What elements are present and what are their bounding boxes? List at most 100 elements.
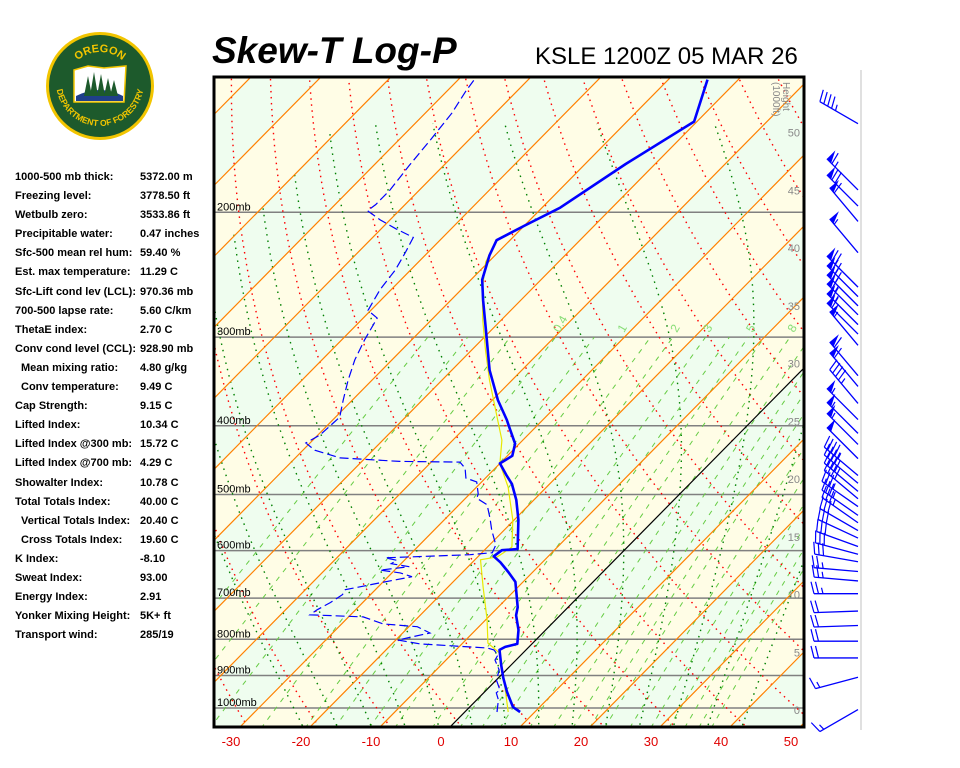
wind-barb-feather [830, 464, 838, 477]
mixing-ratio-line [650, 477, 804, 727]
wind-barb-feather [831, 168, 839, 181]
wind-barb [829, 211, 859, 254]
stat-label: ThetaE index: [15, 323, 88, 336]
pressure-label: 700mb [217, 587, 251, 599]
stat-value: 0.47 inches [140, 228, 200, 241]
stat-label: Lifted Index: [15, 419, 81, 432]
dry-adiabat [792, 28, 960, 737]
wind-barb-feather [835, 366, 844, 377]
isotherm-band [214, 83, 804, 727]
wind-barb-feather [822, 543, 825, 556]
wind-barb-feather [810, 629, 815, 642]
wind-barb-feather [821, 509, 826, 522]
wind-barb-feather [810, 614, 815, 628]
wind-barb-feather [817, 507, 822, 520]
wind-barb [819, 496, 859, 532]
wind-barb-feather [814, 629, 820, 642]
dry-adiabat [214, 523, 320, 727]
wind-barb-feather [831, 277, 839, 289]
dry-adiabat [214, 340, 392, 727]
wind-barb [826, 379, 859, 421]
moist-adiabats [214, 123, 804, 727]
mixing-ratio-line [629, 447, 804, 727]
stat-value: 9.15 C [140, 400, 173, 413]
mixing-ratio-line [499, 336, 765, 727]
isotherm-band [799, 722, 804, 727]
wind-barb-flag [829, 344, 839, 358]
wind-barb-staff [821, 496, 859, 524]
temperature-tick-label: 10 [504, 734, 518, 749]
wind-barb-half-feather [816, 681, 821, 688]
svg-text:OREGON: OREGON [72, 43, 127, 63]
moist-adiabat [504, 123, 625, 727]
isotherm [214, 78, 391, 258]
isotherm [214, 78, 741, 613]
wind-barb [811, 564, 859, 582]
wind-barb-staff [814, 567, 859, 573]
wind-barb-half-feather [819, 724, 825, 730]
wind-barb-flag [826, 266, 836, 279]
wind-barb-feather [834, 467, 841, 480]
pressure-label: 200mb [217, 201, 251, 213]
wind-barb-flag [826, 393, 836, 407]
wind-barb-feather [825, 488, 831, 501]
wind-barb-half-feather [832, 499, 836, 506]
stat-value: -8.10 [140, 552, 166, 565]
height-tick-label: 35 [788, 301, 800, 313]
wind-barb [808, 676, 859, 690]
wind-barb-flag [826, 294, 836, 308]
stat-label: Vertical Totals Index: [21, 514, 131, 527]
wind-barb-feather [828, 474, 835, 487]
wind-barb-staff [826, 427, 859, 460]
wind-barb-staff [829, 352, 859, 387]
oregon-department-of-forestry-logo: OREGON DEPARTMENT OF FORESTRY [46, 32, 154, 140]
pressure-label: 500mb [217, 484, 251, 496]
wind-barb-staff [814, 576, 859, 582]
isotherm [239, 154, 804, 727]
isotherm [214, 83, 804, 684]
height-tick-label: 15 [788, 532, 800, 544]
stat-value: 3778.50 ft [140, 190, 191, 203]
wind-barb-flag [826, 379, 836, 393]
moist-adiabat [374, 123, 540, 727]
wind-barb-half-feather [833, 311, 839, 318]
wind-barb-feather [830, 441, 838, 454]
wind-barb-feather [821, 485, 827, 498]
wind-barb-feather [821, 478, 827, 491]
wind-barb [810, 614, 859, 628]
stat-value: 4.80 g/kg [140, 361, 188, 374]
wind-barb-feather [824, 522, 827, 535]
wind-barb-feather [813, 541, 816, 555]
stat-value: 11.29 C [140, 266, 178, 279]
wind-barb-flag [826, 404, 836, 418]
stat-label: Conv temperature: [21, 381, 119, 394]
wind-barb-feather [810, 600, 815, 613]
height-tick-label: 30 [788, 359, 800, 371]
moist-adiabat [596, 123, 683, 727]
dry-adiabat [386, 78, 748, 727]
moist-adiabat [706, 420, 804, 727]
dry-adiabat [61, 28, 182, 737]
stat-value: 5372.00 m [140, 171, 193, 183]
wind-barb-staff [826, 401, 859, 434]
wind-barb [821, 485, 859, 524]
wind-barb-staff [826, 174, 859, 207]
stat-value: 5K+ ft [140, 610, 171, 623]
isotherm [214, 78, 321, 187]
temperature-line [480, 79, 709, 714]
height-tick-label: 10 [788, 590, 800, 602]
dry-adiabat [269, 78, 534, 727]
height-tick-label: 5 [794, 647, 800, 659]
wind-barb-half-feather [832, 491, 836, 499]
isotherm [0, 28, 229, 737]
wind-barb [823, 459, 859, 500]
wind-barb-feather [831, 287, 839, 299]
moist-adiabat [233, 234, 407, 727]
wind-barb-feather [825, 511, 830, 524]
wind-barb-feather [831, 96, 836, 109]
wind-barb-staff [814, 610, 859, 614]
mixing-ratio-line [668, 503, 804, 727]
plot-border [212, 75, 806, 729]
wind-barb-feather [827, 94, 832, 107]
moist-adiabat [329, 133, 507, 727]
